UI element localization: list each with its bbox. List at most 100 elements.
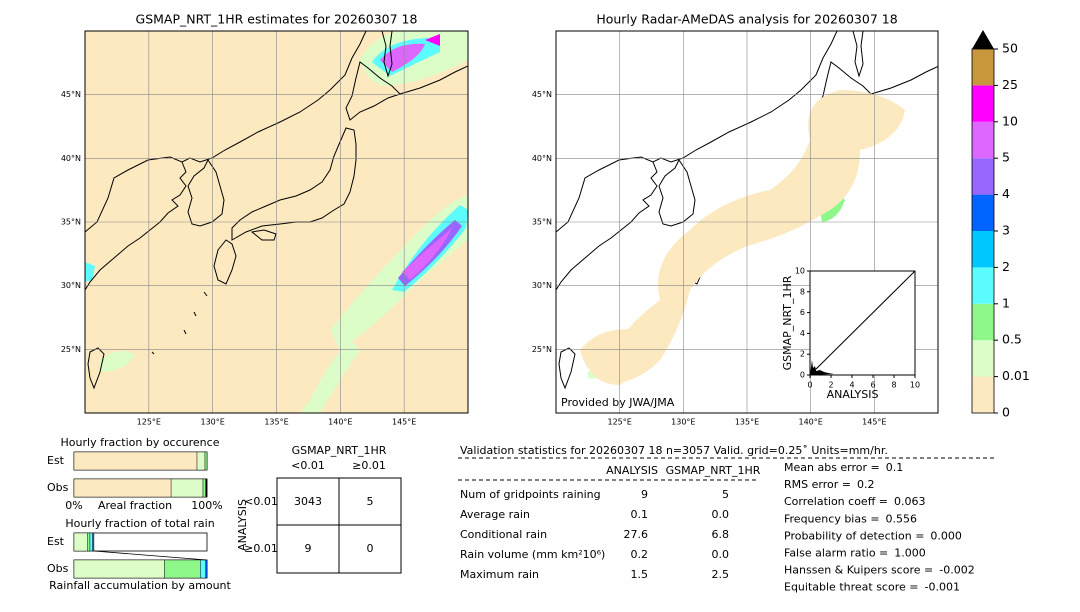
bar-segment <box>204 451 208 471</box>
score-label: Equitable threat score = <box>784 581 918 594</box>
y-tick-label: 25°N <box>532 345 552 354</box>
y-tick-label: 30°N <box>532 281 552 290</box>
row-label: Est <box>47 454 65 467</box>
bar-segment <box>87 532 91 552</box>
colorbar-label: 5 <box>1002 150 1010 165</box>
score-line: Hanssen & Kuipers score = -0.002 <box>784 564 975 577</box>
column-header: ≥0.01 <box>352 459 386 472</box>
y-tick-label: 45°N <box>532 90 552 99</box>
map-title: GSMAP_NRT_1HR estimates for 20260307 18 <box>136 12 418 27</box>
table-title: GSMAP_NRT_1HR <box>292 444 387 457</box>
x-axis-label: Areal fraction <box>98 499 172 512</box>
x-tick-label: 125°E <box>137 418 161 427</box>
y-tick-label: 4 <box>800 329 805 338</box>
stats-value: 0.0 <box>712 548 730 561</box>
stats-value: 1.5 <box>631 568 649 581</box>
colorbar-segment <box>972 194 994 231</box>
x-axis-label: ANALYSIS <box>827 388 879 401</box>
panel-title: Hourly fraction of total rain <box>65 517 214 530</box>
stats-label: Conditional rain <box>460 528 547 541</box>
score-line: Correlation coeff = 0.063 <box>784 495 926 508</box>
bar-segment <box>164 559 201 579</box>
x-tick-label: 10 <box>910 381 920 390</box>
colorbar-label: 0.01 <box>1002 368 1030 383</box>
x-tick-label: 140°E <box>799 418 823 427</box>
stats-label: Average rain <box>460 508 530 521</box>
x-axis-label: Rainfall accumulation by amount <box>49 579 231 592</box>
score-value: 0.000 <box>930 529 962 542</box>
rain-area <box>600 90 905 383</box>
bar-segment <box>92 532 95 552</box>
x-tick-label: 4 <box>849 381 854 390</box>
colorbar-segment <box>972 231 994 268</box>
score-label: Frequency bias = <box>784 512 880 525</box>
row-header: ≥0.01 <box>244 542 278 555</box>
x-tick-label: 145°E <box>392 418 416 427</box>
map-content <box>85 31 468 413</box>
score-label: RMS error = <box>784 478 851 491</box>
score-value: 0.556 <box>886 512 918 525</box>
row-header: <0.01 <box>244 495 278 508</box>
bar-segment <box>205 478 208 498</box>
colorbar-segment <box>972 340 994 377</box>
row-label: Est <box>47 535 65 548</box>
y-tick-label: 25°N <box>61 345 81 354</box>
scatter-cluster <box>810 360 834 375</box>
score-label: Correlation coeff = <box>784 495 888 508</box>
stats-header: Validation statistics for 20260307 18 n=… <box>460 444 888 457</box>
colorbar-label: 0.5 <box>1002 332 1022 347</box>
colorbar-segment <box>972 267 994 304</box>
score-value: 0.2 <box>857 478 875 491</box>
column-header: GSMAP_NRT_1HR <box>666 464 761 477</box>
bar-segment <box>170 478 204 498</box>
x-tick-label: 6 <box>870 381 875 390</box>
bar-segment <box>89 532 93 552</box>
x-tick-label: 100% <box>191 499 222 512</box>
x-tick-label: 0% <box>65 499 82 512</box>
rain-area <box>425 34 440 46</box>
map-frame <box>84 30 469 414</box>
colorbar-label: 3 <box>1002 223 1010 238</box>
rain-area <box>85 262 95 282</box>
rain-area <box>300 340 360 413</box>
row-label: Obs <box>47 562 69 575</box>
x-tick-label: 135°E <box>264 418 288 427</box>
bar-segment <box>73 451 198 471</box>
y-axis-label: GSMAP_NRT_1HR <box>781 275 794 370</box>
score-label: Mean abs error = <box>784 461 880 474</box>
y-tick-label: 10 <box>795 267 805 276</box>
score-value: -0.001 <box>924 581 959 594</box>
stats-value: 5 <box>722 488 729 501</box>
stats-value: 0.1 <box>631 508 649 521</box>
y-tick-label: 0 <box>800 371 805 380</box>
score-value: 0.1 <box>886 461 904 474</box>
column-header: <0.01 <box>291 459 325 472</box>
bar-segment <box>205 559 208 579</box>
stats-value: 27.6 <box>624 528 649 541</box>
table-cell: 3043 <box>294 495 322 508</box>
rain-area <box>100 351 135 372</box>
x-tick-label: 130°E <box>671 418 695 427</box>
map-title: Hourly Radar-AMeDAS analysis for 2026030… <box>596 12 897 27</box>
x-tick-label: 130°E <box>201 418 225 427</box>
bar-segment <box>200 559 206 579</box>
bar-segment <box>73 478 172 498</box>
score-label: Probability of detection = <box>784 529 924 542</box>
maps: 125°E 130°E 135°E 140°E 145°E 25°N 30°N 35°N 40°… <box>61 12 939 427</box>
score-line: Frequency bias = 0.556 <box>784 512 917 525</box>
y-tick-label: 40°N <box>61 154 81 163</box>
stats-label: Num of gridpoints raining <box>460 488 601 501</box>
bar-segment <box>73 559 165 579</box>
table-cell: 9 <box>305 542 312 555</box>
colorbar-label: 1 <box>1002 295 1010 310</box>
bar-segment <box>196 451 206 471</box>
y-tick-label: 8 <box>800 287 805 296</box>
diagonal <box>809 270 916 376</box>
stats-label: Rain volume (mm km²10⁶) <box>460 548 605 561</box>
y-tick-label: 30°N <box>61 281 81 290</box>
colorbar-label: 4 <box>1002 186 1010 201</box>
colorbar-segment <box>972 376 994 413</box>
colorbar-segment <box>972 158 994 195</box>
